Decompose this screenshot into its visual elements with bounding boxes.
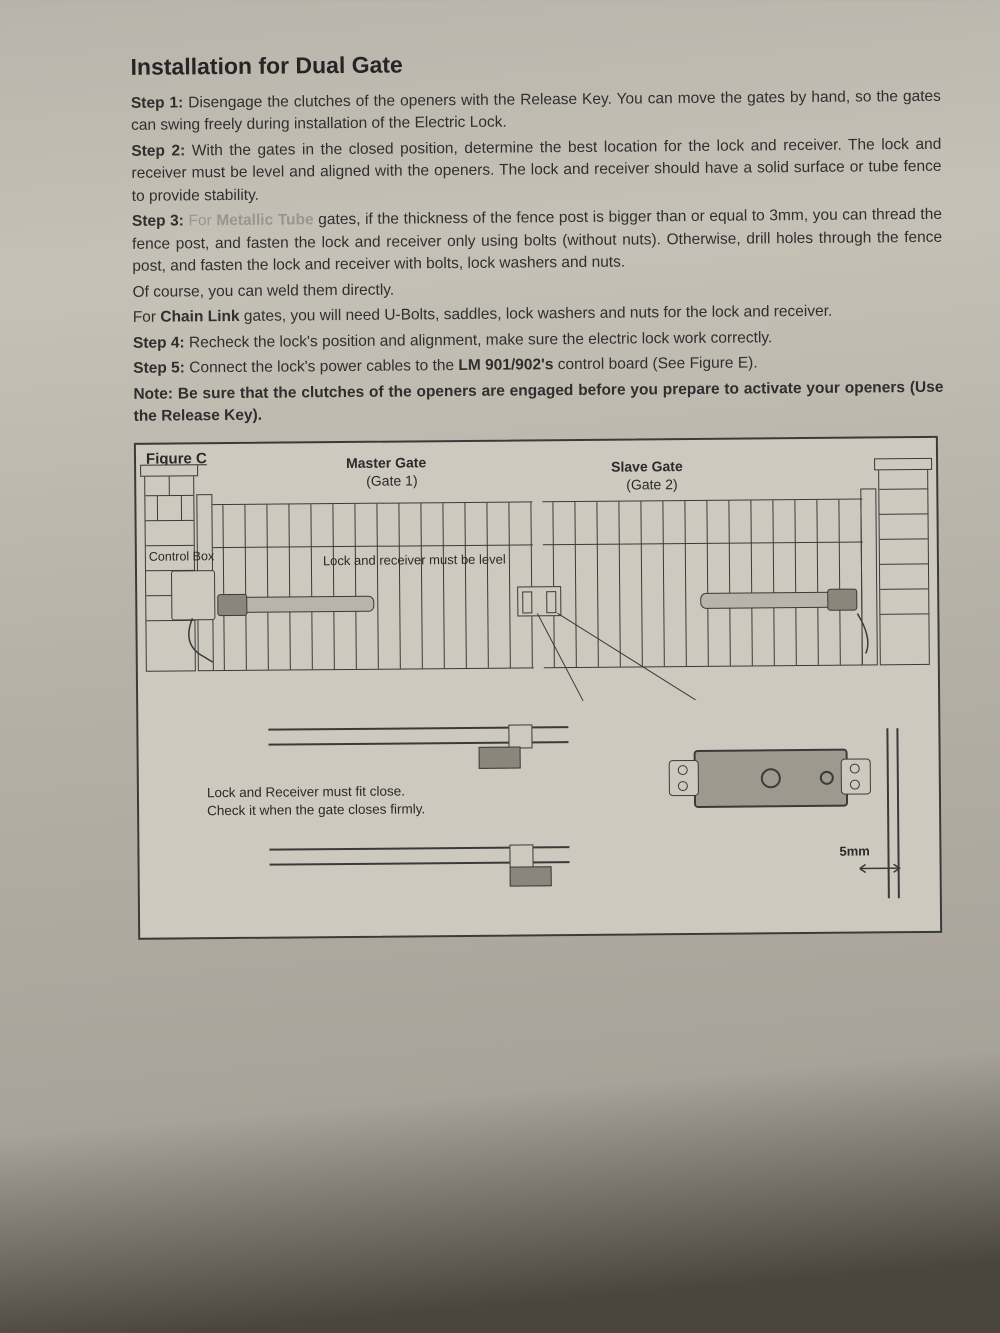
step-3-weld: Of course, you can weld them directly. — [132, 275, 942, 305]
dim-arrow-icon — [860, 860, 920, 877]
dim-5mm: 5mm — [839, 843, 869, 858]
step-5-model: LM 901/902's — [458, 356, 553, 374]
fitclose-l2: Check it when the gate closes firmly. — [207, 801, 425, 822]
step-3-d-b: gates, you will need U-Bolts, saddles, l… — [239, 303, 832, 325]
lock-body-icon — [694, 748, 849, 807]
step-2-label: Step 2: — [131, 142, 185, 159]
step-5-b: control board (See Figure E). — [553, 355, 757, 374]
step-3-metallic: Metallic Tube — [216, 212, 313, 230]
bracket-left — [669, 759, 699, 795]
page-title: Installation for Dual Gate — [130, 47, 940, 81]
step-4-text: Recheck the lock's position and alignmen… — [185, 329, 773, 351]
step-2: Step 2: With the gates in the closed pos… — [131, 134, 942, 208]
step-3-chainlink: For Chain Link gates, you will need U-Bo… — [133, 300, 943, 330]
detail-receiver-top — [508, 724, 532, 748]
note-label: Note: — [133, 385, 173, 402]
step-5-label: Step 5: — [133, 360, 185, 377]
note-text: Be sure that the clutches of the openers… — [134, 378, 944, 425]
step-3-label: Step 3: — [132, 213, 184, 230]
step-3-d-a: For — [133, 309, 161, 326]
step-3: Step 3: For Metallic Tube gates, if the … — [132, 204, 943, 278]
step-2-text: With the gates in the closed position, d… — [131, 136, 941, 205]
figure-c: Figure C Master Gate (Gate 1) Slave Gate… — [134, 435, 942, 939]
wires-icon — [136, 437, 938, 704]
step-1: Step 1: Disengage the clutches of the op… — [131, 86, 941, 138]
step-5: Step 5: Connect the lock's power cables … — [133, 351, 943, 381]
bracket-right — [841, 758, 871, 794]
step-1-text: Disengage the clutches of the openers wi… — [131, 88, 941, 135]
detail-lock-top — [479, 746, 521, 768]
fitclose-l1: Lock and Receiver must fit close. — [207, 782, 425, 803]
fitclose-note: Lock and Receiver must fit close. Check … — [207, 782, 425, 822]
note: Note: Be sure that the clutches of the o… — [133, 376, 943, 428]
detail-lock-bottom — [510, 866, 552, 886]
step-3-a: For — [184, 212, 217, 229]
detail-receiver-bottom — [509, 844, 533, 868]
step-4-label: Step 4: — [133, 334, 185, 351]
step-5-a: Connect the lock's power cables to the — [185, 357, 459, 376]
step-3-chainlink-label: Chain Link — [160, 308, 239, 326]
step-1-label: Step 1: — [131, 94, 184, 111]
step-4: Step 4: Recheck the lock's position and … — [133, 325, 943, 355]
